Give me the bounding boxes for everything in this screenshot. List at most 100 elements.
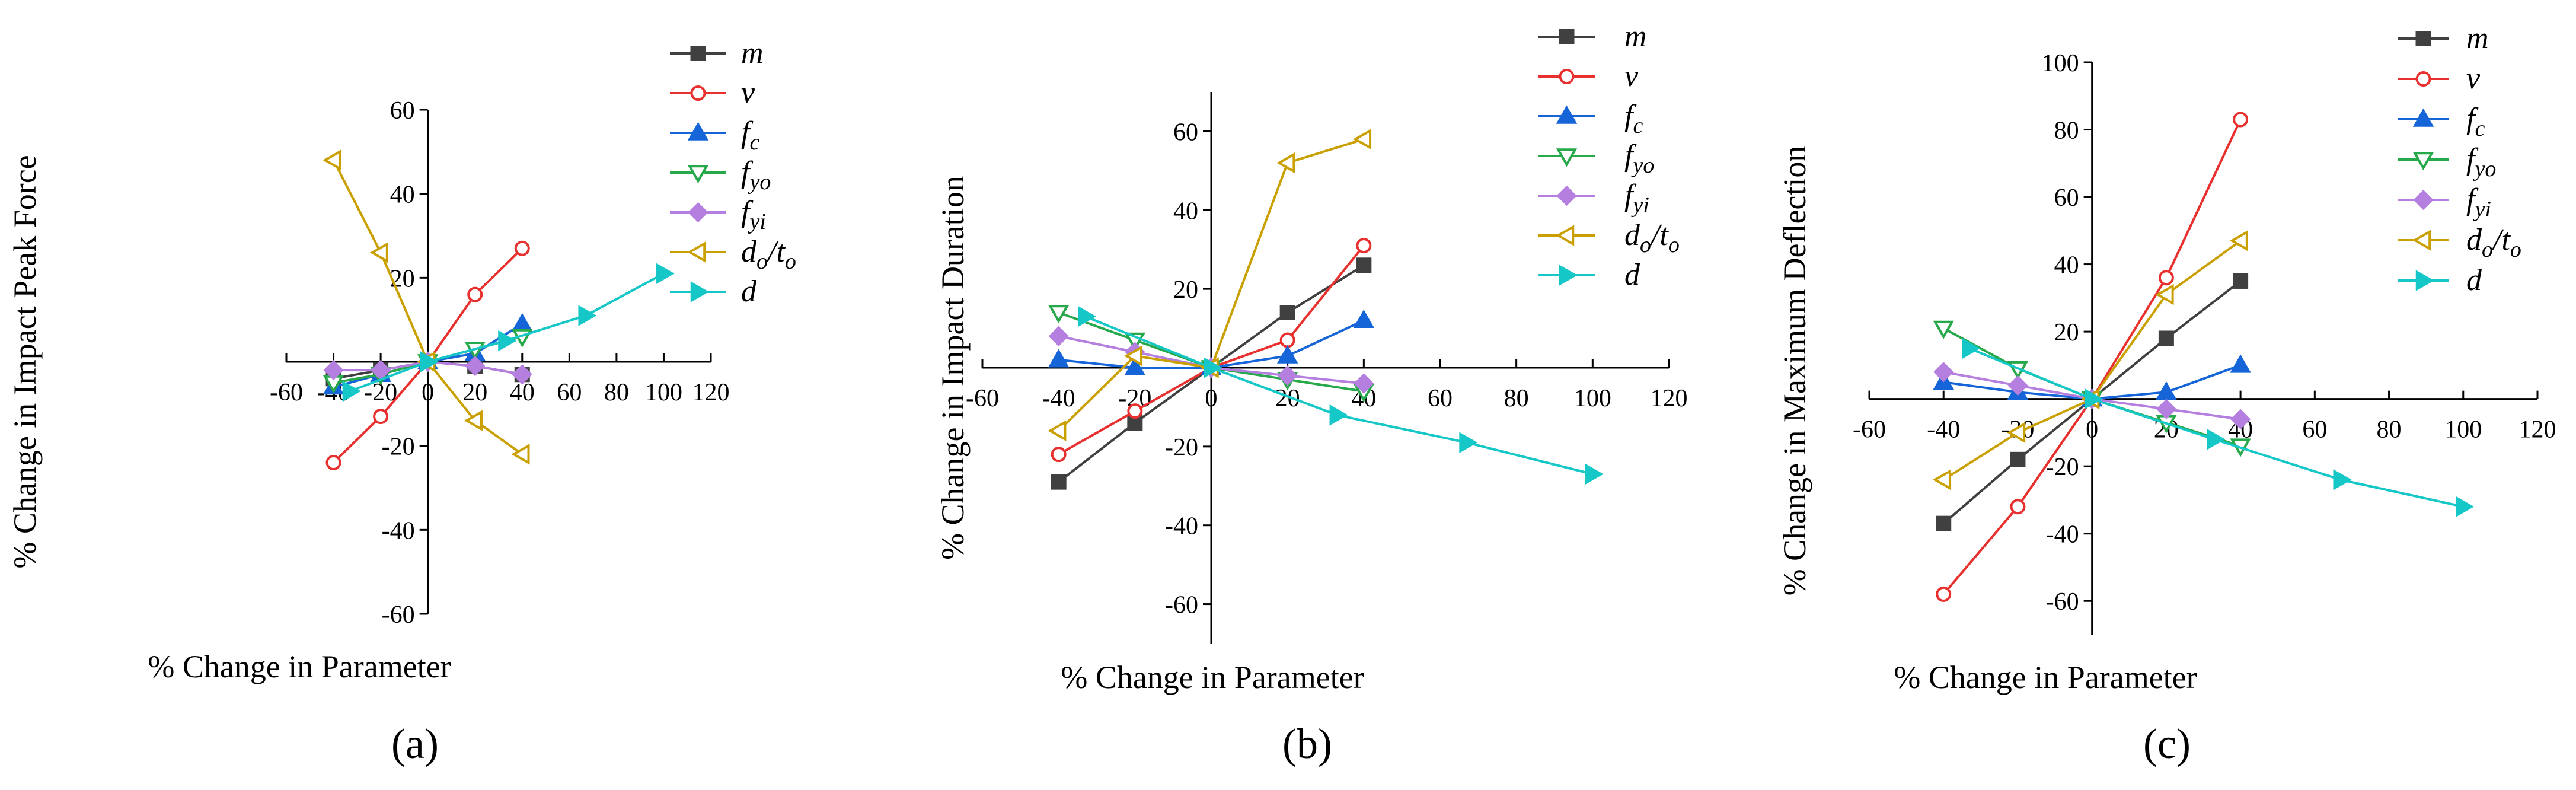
y-tick-label: 20 bbox=[2054, 319, 2079, 346]
data-point bbox=[1353, 128, 1372, 150]
data-point bbox=[511, 444, 530, 465]
data-point bbox=[1459, 432, 1478, 453]
data-point bbox=[1279, 305, 1295, 320]
legend-marker bbox=[690, 85, 706, 101]
legend-label: fyi bbox=[2466, 183, 2491, 222]
y-tick-label: 40 bbox=[2054, 252, 2079, 279]
legend-label: fyo bbox=[1624, 139, 1654, 178]
x-tick-label: 0 bbox=[2086, 416, 2098, 444]
x-tick-label: -40 bbox=[1042, 385, 1075, 412]
legend-marker bbox=[1559, 29, 1575, 44]
data-point bbox=[512, 364, 532, 385]
legend-marker bbox=[687, 122, 709, 141]
legend-label: fc bbox=[1624, 99, 1643, 138]
data-point bbox=[1204, 357, 1222, 378]
x-tick-label: 120 bbox=[692, 379, 730, 406]
data-point bbox=[1354, 373, 1374, 394]
data-point bbox=[656, 263, 675, 284]
legend-marker bbox=[2415, 31, 2431, 46]
data-point bbox=[467, 286, 483, 302]
data-point bbox=[420, 351, 439, 372]
y-tick-label: -40 bbox=[382, 517, 415, 544]
y-tick-label: 100 bbox=[2042, 50, 2079, 77]
data-point bbox=[1329, 404, 1348, 426]
data-point bbox=[342, 380, 361, 402]
data-point bbox=[1048, 349, 1070, 368]
data-point bbox=[1932, 469, 1951, 490]
data-point bbox=[325, 455, 341, 470]
data-point bbox=[2156, 381, 2177, 400]
y-tick-label: -20 bbox=[1165, 434, 1198, 461]
legend-label: d bbox=[2466, 263, 2482, 297]
x-tick-label: -40 bbox=[1927, 416, 1960, 444]
data-point bbox=[464, 410, 483, 431]
data-point bbox=[2230, 354, 2251, 373]
data-point bbox=[1124, 345, 1143, 367]
legend-label: d bbox=[1624, 258, 1640, 292]
y-axis-title: % Change in Maximum Deflection bbox=[1777, 146, 1812, 596]
data-point bbox=[369, 242, 388, 263]
data-point bbox=[2010, 499, 2026, 515]
legend-marker bbox=[1556, 105, 1578, 124]
legend-marker bbox=[2415, 71, 2431, 87]
data-point bbox=[2333, 469, 2352, 490]
legend-marker bbox=[2412, 230, 2431, 251]
data-point bbox=[2158, 330, 2174, 346]
data-point bbox=[2207, 429, 2226, 450]
data-point bbox=[1277, 365, 1298, 386]
data-point bbox=[1048, 420, 1067, 442]
legend-marker bbox=[1556, 185, 1577, 206]
data-point bbox=[1051, 474, 1067, 490]
data-point bbox=[1356, 238, 1372, 254]
data-point bbox=[465, 355, 486, 377]
data-point bbox=[1356, 257, 1372, 273]
chart-panel-1: -60-40-20020406080100120-60-40-20204060%… bbox=[7, 36, 796, 767]
x-tick-label: 0 bbox=[422, 379, 434, 406]
x-tick-label: 0 bbox=[1205, 385, 1218, 412]
data-point bbox=[1936, 586, 1952, 602]
x-tick-label: 120 bbox=[2519, 416, 2556, 444]
data-point bbox=[1936, 515, 1952, 531]
data-point bbox=[2007, 422, 2026, 444]
legend-label: do/to bbox=[1624, 218, 1680, 257]
x-tick-label: 60 bbox=[557, 379, 582, 406]
data-point bbox=[1276, 345, 1298, 364]
chart-panel-3: -60-40-20020406080100120-60-40-202040608… bbox=[1777, 21, 2556, 767]
legend-label: fyi bbox=[741, 195, 766, 234]
data-point bbox=[1933, 320, 1954, 339]
series-do-to bbox=[323, 149, 530, 465]
x-axis-title: % Change in Parameter bbox=[1061, 660, 1364, 695]
x-tick-label: -60 bbox=[270, 379, 303, 406]
data-point bbox=[2229, 230, 2248, 251]
legend-label: v bbox=[741, 76, 755, 110]
y-tick-label: 20 bbox=[1173, 276, 1198, 304]
x-tick-label: 100 bbox=[2444, 416, 2482, 444]
data-point bbox=[1051, 447, 1067, 463]
y-tick-label: -40 bbox=[1165, 513, 1198, 540]
x-tick-label: -60 bbox=[966, 385, 999, 412]
data-point bbox=[2007, 375, 2028, 396]
legend-label: m bbox=[741, 36, 764, 70]
data-point bbox=[2156, 399, 2177, 419]
legend-label: fyi bbox=[1624, 179, 1649, 218]
y-tick-label: 60 bbox=[390, 97, 415, 125]
data-point bbox=[1048, 305, 1070, 324]
data-point bbox=[1048, 326, 1069, 346]
legend-label: d bbox=[741, 275, 757, 308]
y-tick-label: -60 bbox=[382, 601, 415, 629]
panel-label: (a) bbox=[391, 720, 439, 767]
legend-marker bbox=[1556, 225, 1575, 246]
data-point bbox=[1124, 356, 1146, 375]
legend-label: fyo bbox=[741, 155, 771, 195]
data-point bbox=[2233, 273, 2249, 289]
y-tick-label: 60 bbox=[2054, 184, 2079, 212]
y-tick-label: -60 bbox=[1165, 592, 1198, 619]
legend-label: m bbox=[1624, 20, 1647, 53]
data-point bbox=[512, 313, 533, 332]
legend-label: do/to bbox=[741, 235, 796, 274]
x-tick-label: 80 bbox=[604, 379, 629, 406]
x-tick-label: -60 bbox=[1853, 416, 1886, 444]
data-point bbox=[2084, 388, 2103, 410]
